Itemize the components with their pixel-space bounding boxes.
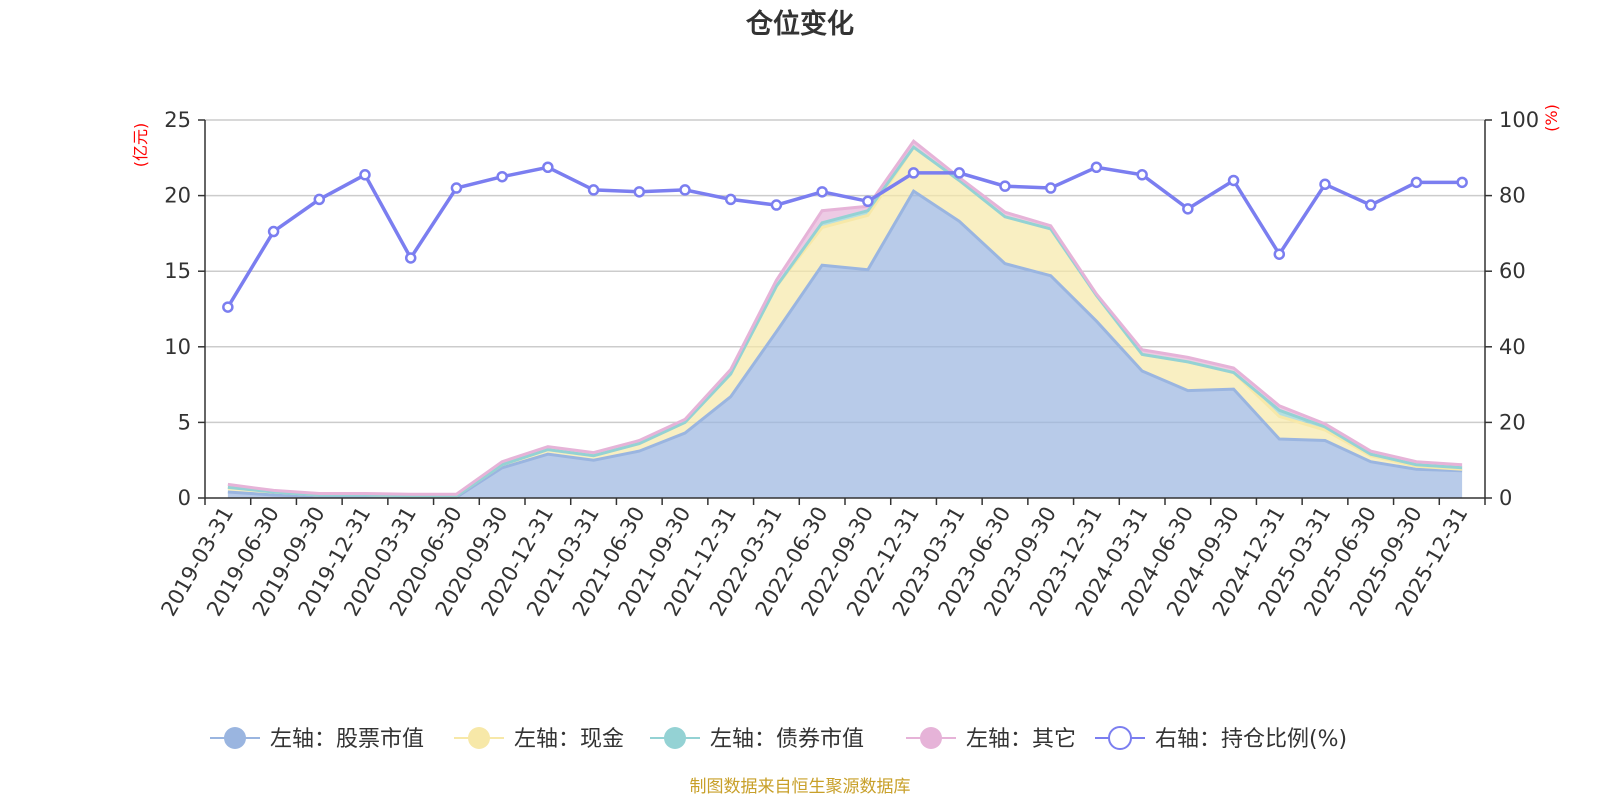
ratio-point	[770, 199, 783, 211]
ratio-point	[1273, 248, 1286, 260]
ratio-point	[1456, 176, 1468, 189]
ratio-point	[862, 195, 874, 208]
ratio-point	[1364, 199, 1377, 211]
ratio-point	[1044, 182, 1057, 194]
ratio-point	[679, 184, 691, 196]
legend-marker	[468, 727, 490, 749]
area-line-左轴：其它	[227, 139, 1463, 496]
legend-label: 左轴：债券市值	[710, 727, 864, 752]
ratio-point	[542, 161, 554, 173]
legend-marker	[1108, 726, 1132, 750]
legend-item: 左轴：现金	[454, 727, 624, 752]
ratio-point	[724, 193, 737, 206]
area-左轴：股票市值	[227, 191, 1463, 498]
ratio-point	[496, 170, 508, 183]
left-axis-label: 20	[164, 184, 191, 208]
ratio-point	[587, 184, 600, 196]
right-axis-label: 0	[1499, 486, 1512, 510]
legend-label: 右轴：持仓比例(%)	[1155, 727, 1347, 752]
legend-label: 左轴：现金	[514, 727, 624, 752]
legend-item: 左轴：债券市值	[650, 727, 864, 752]
legend-label: 左轴：其它	[966, 727, 1076, 752]
area-line-左轴：债券市值	[227, 145, 1463, 498]
ratio-point	[313, 193, 326, 206]
left-axis-label: 10	[164, 335, 191, 359]
ratio-point	[1227, 174, 1240, 187]
legend: 左轴：股票市值 左轴：现金 左轴：债券市值 左轴：其它 右轴：持仓比例(%)	[210, 726, 1347, 752]
ratio-point	[1319, 178, 1331, 191]
ratio-point	[999, 180, 1011, 192]
right-axis-label: 100	[1499, 108, 1539, 132]
chart-title: 仓位变化	[745, 8, 854, 40]
ratio-point	[450, 182, 463, 194]
area-line-左轴：股票市值	[227, 188, 1463, 499]
legend-item: 左轴：其它	[906, 727, 1076, 752]
legend-marker	[224, 727, 246, 749]
stacked-areas	[227, 139, 1463, 499]
left-axis-label: 25	[164, 108, 191, 132]
area-左轴：其它	[227, 141, 1463, 496]
left-axis-label: 5	[178, 410, 191, 434]
left-axis-unit: (亿元)	[131, 123, 150, 168]
ratio-point	[1090, 161, 1103, 173]
ratio-point	[907, 167, 920, 179]
legend-marker	[920, 727, 942, 749]
ratio-point	[816, 186, 828, 198]
legend-item: 左轴：股票市值	[210, 727, 424, 752]
right-axis-unit: (%)	[1542, 104, 1561, 132]
right-axis-label: 40	[1499, 335, 1526, 359]
legend-label: 左轴：股票市值	[270, 727, 424, 752]
left-axis-label: 0	[178, 486, 191, 510]
ratio-point	[267, 225, 280, 238]
ratio-point	[633, 186, 646, 198]
right-axis-label: 60	[1499, 259, 1526, 283]
ratio-point	[1410, 176, 1423, 189]
right-axis-label: 80	[1499, 184, 1526, 208]
right-axis-label: 20	[1499, 410, 1526, 434]
holding-ratio-line	[222, 161, 1468, 313]
ratio-point	[404, 252, 417, 264]
ratio-point	[359, 169, 371, 181]
legend-item: 右轴：持仓比例(%)	[1095, 726, 1347, 752]
ratio-point	[953, 167, 966, 179]
ratio-point	[1136, 169, 1148, 181]
source-note: 制图数据来自恒生聚源数据库	[690, 777, 911, 797]
ratio-line	[226, 165, 1463, 309]
legend-marker	[664, 727, 686, 749]
ratio-point	[1182, 203, 1194, 215]
left-axis-label: 15	[164, 259, 191, 283]
ratio-point	[222, 301, 234, 313]
